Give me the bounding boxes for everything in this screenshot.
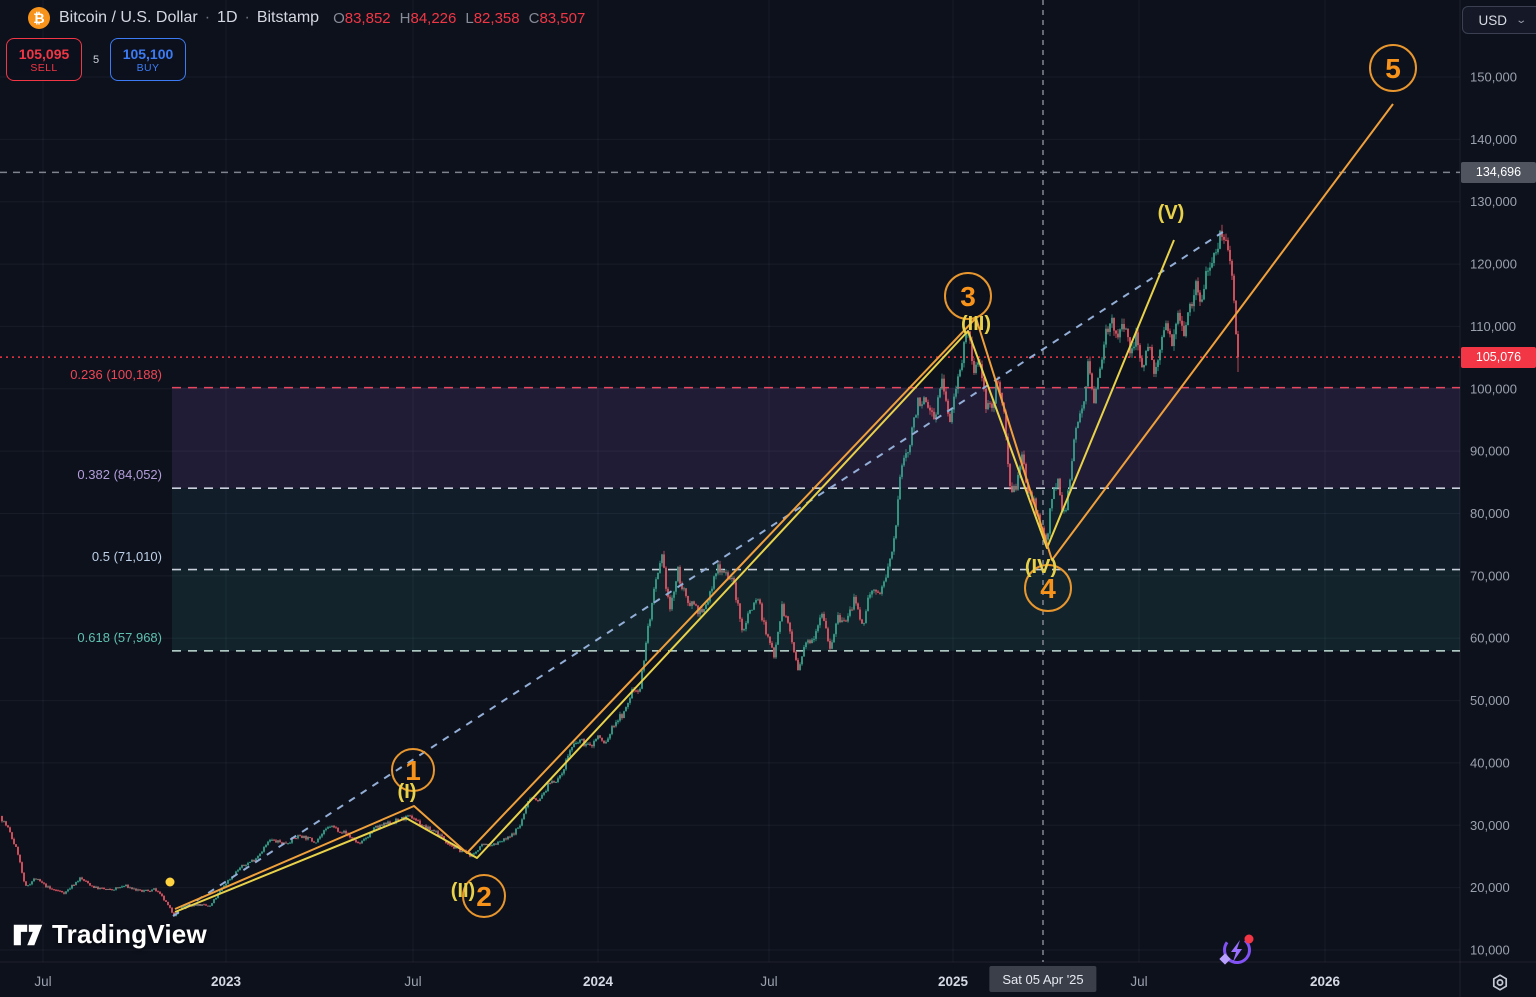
price-axis-label: 50,000 [1470,693,1510,708]
elliott-subwave-label: (II) [451,880,475,902]
ohlc-pair: C 83,507 [528,9,586,27]
wave-line-orange [174,103,1394,910]
buy-price: 105,100 [122,45,174,62]
fib-retracement[interactable] [172,386,1460,652]
fib-label-0236[interactable]: 0.236 (100,188) [70,366,162,382]
ai-assistant-icon[interactable] [1216,928,1258,970]
elliott-wave-number-3: 3 [960,281,976,312]
time-axis-label: Jul [760,974,777,989]
time-axis-label: Jul [404,974,421,989]
price-axis-label: 140,000 [1470,132,1517,147]
time-axis-label: 2024 [583,974,614,989]
price-axis-label: 30,000 [1470,818,1510,833]
time-axis-label: 2023 [211,974,242,989]
elliott-wave-number-2: 2 [476,881,492,912]
exchange-label[interactable]: Bitstamp [256,9,320,26]
symbol-header: ₿ Bitcoin / U.S. Dollar · 1D · Bitstamp … [28,7,594,29]
elliott-subwave-label: (IV) [1025,556,1057,578]
ohlc-values: O 83,852 H 84,226 L 82,358 C 83,507 [333,10,594,27]
fib-label-0382[interactable]: 0.382 (84,052) [77,467,162,483]
elliott-wave-number-5: 5 [1385,53,1401,84]
time-axis-label: Jul [1130,974,1147,989]
separator-dot: · [244,9,250,26]
wave-origin-dot[interactable] [165,877,175,887]
elliott-wave-circle-1 [391,748,435,792]
price-axis-label: 10,000 [1470,943,1510,958]
price-level-badge: 134,696 [1461,161,1536,183]
currency-selector[interactable]: USD ⌄ [1462,6,1536,34]
elliott-wave-number-1: 1 [405,755,421,786]
price-axis-label: 130,000 [1470,194,1517,209]
sell-button[interactable]: 105,095 SELL [6,38,82,81]
fib-label-0618[interactable]: 0.618 (57,968) [77,629,162,645]
elliott-wave-circle-3 [944,272,992,320]
price-axis-label: 90,000 [1470,444,1510,459]
ohlc-pair: H 84,226 [399,9,457,27]
price-axis[interactable]: 10,000 20,000 30,000 40,000 50,000 60,000 70,0… [1470,70,1517,958]
tradingview-mark-icon [13,924,43,945]
last-price-badge: 105,076 [1461,346,1536,368]
price-axis-label: 70,000 [1470,568,1510,583]
price-axis-label: 100,000 [1470,381,1517,396]
chevron-down-icon: ⌄ [1515,14,1528,26]
price-axis-label: 150,000 [1470,70,1517,85]
ohlc-pair: L 82,358 [465,9,520,27]
fib-label-05[interactable]: 0.5 (71,010) [91,548,162,564]
price-axis-label: 120,000 [1470,257,1517,272]
time-axis-label: 2025 [938,974,969,989]
price-axis-label: 20,000 [1470,880,1510,895]
sell-label: SELL [30,61,58,74]
time-axis-label: Jul [34,974,51,989]
symbol-title[interactable]: Bitcoin / U.S. Dollar [59,9,198,26]
bitcoin-icon: ₿ [28,7,50,29]
wave-line-yellow [174,239,1175,913]
elliott-wave-circle-2 [462,874,506,918]
elliott-wave-markers[interactable]: 1 2 3 4 5 (I) (II) (III) (IV) (V) [391,44,1417,918]
buy-button[interactable]: 105,100 BUY [110,38,186,81]
elliott-wave-lines[interactable] [165,103,1394,917]
price-axis-label: 40,000 [1470,755,1510,770]
grid-lines [0,0,1460,962]
ohlc-pair: O 83,852 [333,9,391,27]
trade-buttons: 105,095 SELL 5 105,100 BUY [6,38,186,81]
sell-price: 105,095 [18,45,70,62]
elliott-wave-number-4: 4 [1040,573,1056,604]
tradingview-logo[interactable]: TradingView [13,919,207,950]
elliott-wave-circle-5 [1369,44,1417,92]
time-axis-label: 2026 [1310,974,1341,989]
elliott-subwave-label: (I) [398,781,417,803]
tradingview-logo-text: TradingView [52,919,207,949]
settings-gear-icon[interactable] [1490,973,1510,993]
buy-label: BUY [136,61,160,74]
price-axis-label: 110,000 [1470,319,1516,334]
elliott-subwave-label: (V) [1158,202,1185,224]
spread-value: 5 [92,53,100,66]
price-axis-label: 80,000 [1470,506,1510,521]
elliott-subwave-label: (III) [961,313,991,335]
interval-label[interactable]: 1D [217,9,238,26]
crosshair-date-label: Sat 05 Apr '25 [989,966,1097,992]
price-axis-label: 60,000 [1470,631,1510,646]
time-axis[interactable]: Jul 2023 Jul 2024 Jul 2025 Jul 2026 [34,974,1340,989]
currency-label: USD [1478,12,1508,28]
elliott-wave-circle-4 [1024,564,1072,612]
separator-dot: · [204,9,211,26]
